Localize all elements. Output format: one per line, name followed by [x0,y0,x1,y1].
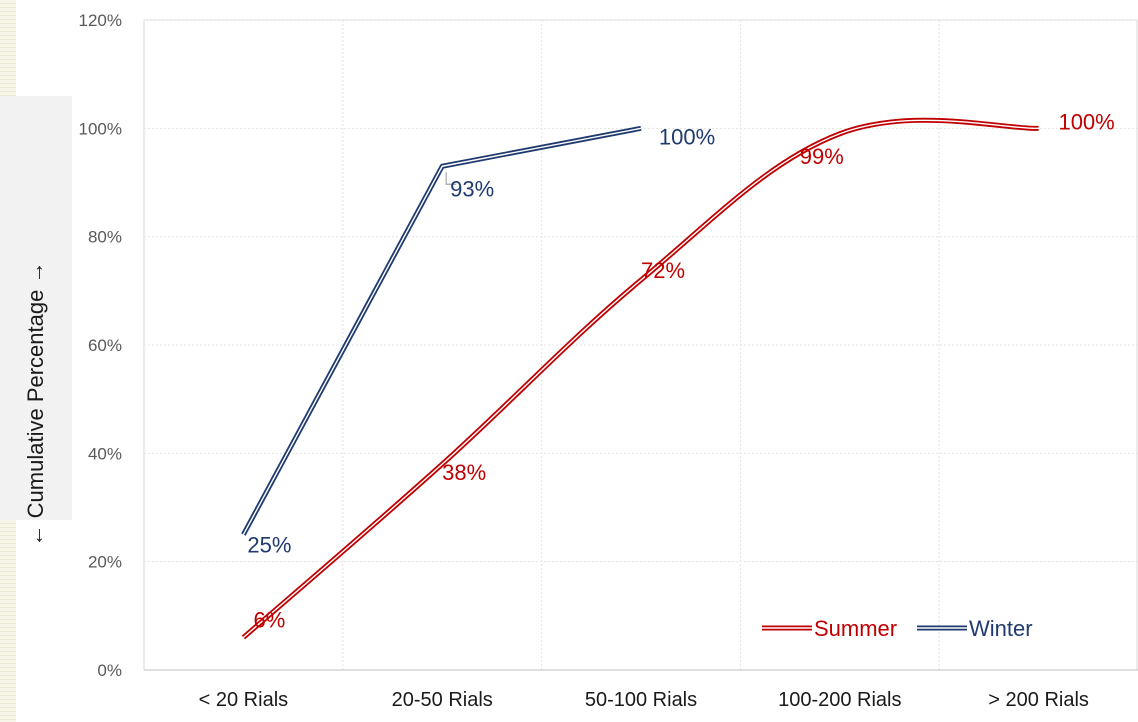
x-tick-label: < 20 Rials [199,689,289,711]
data-label-leader-line [445,172,457,185]
winter-legend-label: Winter [969,616,1033,641]
y-tick-label: 0% [97,661,122,680]
y-tick-label: 40% [88,444,122,463]
summer-data-label: 99% [800,144,844,169]
y-tick-label: 120% [79,11,122,30]
winter-series-line-inner [242,127,642,535]
summer-data-label: 72% [641,258,685,283]
y-tick-label: 80% [88,228,122,247]
summer-series-line-inner [242,119,1039,639]
winter-data-label: 93% [450,176,494,201]
y-tick-label: 100% [79,119,122,138]
y-tick-label: 20% [88,553,122,572]
x-tick-label: 100-200 Rials [778,689,901,711]
summer-data-label: 38% [442,460,486,485]
summer-series-line [241,117,1039,640]
x-tick-label: > 200 Rials [988,689,1089,711]
x-tick-label: 20-50 Rials [392,689,493,711]
summer-legend-label: Summer [814,616,897,641]
summer-data-label: 6% [254,608,286,633]
winter-data-label: 25% [247,533,291,558]
y-axis-label-box: ← Cumulative Percentage → [0,96,72,546]
summer-data-label: 100% [1058,109,1114,134]
winter-data-label: 100% [659,124,715,149]
y-tick-label: 60% [88,336,122,355]
x-tick-label: 50-100 Rials [585,689,697,711]
